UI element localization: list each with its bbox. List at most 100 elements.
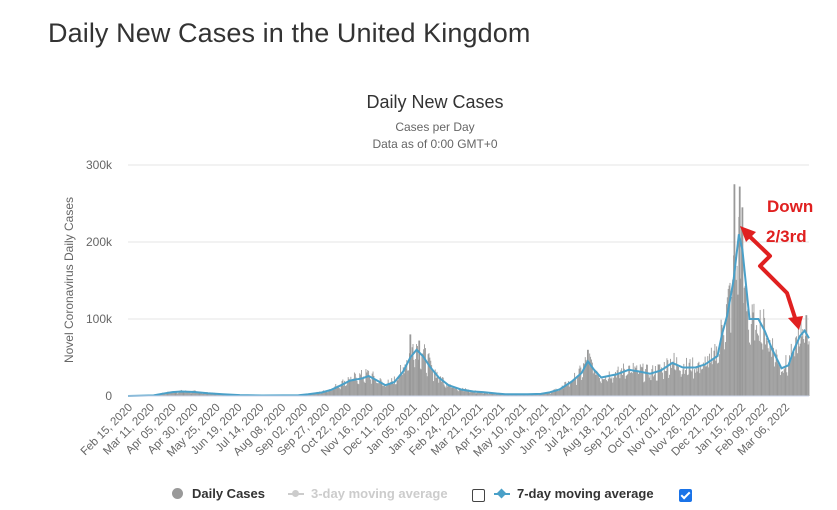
daily-bar — [720, 319, 722, 396]
daily-bar — [702, 362, 704, 396]
daily-bar — [173, 392, 175, 396]
daily-bar — [688, 362, 690, 396]
daily-bar — [334, 386, 336, 396]
daily-bar — [214, 394, 216, 396]
daily-bar — [421, 355, 423, 396]
daily-bar — [789, 355, 790, 396]
legend-daily-cases[interactable]: Daily Cases — [172, 486, 265, 501]
daily-bar — [388, 384, 390, 396]
daily-bar — [609, 377, 611, 396]
daily-bar — [440, 376, 441, 396]
daily-bar — [560, 387, 562, 396]
daily-bar — [640, 366, 642, 396]
daily-bar — [496, 393, 498, 396]
daily-bar — [307, 394, 309, 396]
daily-bar — [702, 368, 703, 396]
daily-bar — [209, 393, 211, 396]
daily-bar — [579, 365, 581, 396]
daily-bar — [172, 391, 174, 396]
daily-bar — [345, 386, 346, 396]
daily-bar — [215, 394, 217, 396]
daily-bar — [329, 389, 331, 396]
daily-bar — [360, 374, 362, 396]
legend-seven-day-average[interactable]: 7-day moving average — [494, 486, 654, 501]
daily-bar — [199, 393, 201, 396]
daily-bar — [646, 364, 648, 396]
daily-bar — [736, 265, 738, 396]
daily-bar — [391, 378, 393, 396]
daily-bar — [605, 377, 607, 396]
daily-bar — [487, 392, 489, 396]
daily-bar — [762, 349, 764, 396]
y-tick-label: 100k — [86, 312, 113, 326]
daily-bar — [377, 383, 378, 396]
daily-bar — [549, 391, 551, 396]
daily-bar — [654, 374, 655, 396]
seven-day-average-checkbox[interactable] — [679, 489, 692, 502]
daily-bar — [437, 376, 439, 396]
daily-bar — [638, 371, 640, 396]
daily-bar — [700, 366, 702, 396]
daily-bar — [163, 393, 165, 396]
daily-bar — [693, 378, 695, 396]
daily-bar — [794, 356, 796, 396]
daily-bar — [190, 393, 192, 396]
daily-bar — [363, 381, 365, 396]
daily-bar — [690, 370, 692, 396]
daily-bar — [459, 390, 461, 396]
daily-bar — [574, 372, 576, 396]
daily-bar — [205, 393, 207, 396]
daily-bar — [652, 365, 654, 396]
three-day-average-checkbox[interactable] — [472, 489, 485, 502]
daily-bar — [573, 380, 575, 396]
daily-bar — [467, 389, 469, 396]
daily-bar — [320, 393, 322, 396]
daily-bar — [582, 377, 584, 396]
daily-bar — [614, 374, 616, 396]
daily-bar — [171, 392, 173, 396]
daily-bar — [200, 392, 202, 396]
daily-bar — [671, 363, 673, 396]
daily-bar — [593, 371, 595, 396]
daily-bar — [556, 390, 558, 396]
legend-seven-day-line-icon — [494, 488, 510, 499]
daily-bar — [778, 364, 780, 396]
daily-bar — [435, 378, 437, 396]
daily-bar — [614, 371, 616, 396]
daily-bar — [380, 379, 382, 396]
daily-bar — [219, 394, 220, 396]
daily-bar — [773, 366, 775, 396]
y-axis-label: Novel Coronavirus Daily Cases — [62, 197, 76, 363]
daily-bar — [381, 381, 383, 396]
daily-bar — [731, 296, 733, 396]
daily-bar — [600, 383, 602, 396]
daily-bar — [753, 303, 755, 396]
daily-bar — [559, 390, 560, 396]
daily-bar — [755, 329, 757, 396]
daily-bar — [423, 349, 425, 396]
daily-bar — [456, 390, 458, 396]
daily-bar — [786, 372, 788, 396]
daily-bar — [682, 369, 684, 396]
daily-bar — [202, 393, 204, 396]
daily-bar-spike — [738, 186, 741, 396]
daily-bar — [701, 369, 703, 396]
daily-bar — [622, 374, 623, 396]
daily-bar — [719, 342, 721, 396]
daily-bar — [555, 388, 557, 396]
daily-bar — [785, 355, 787, 396]
daily-bar — [665, 370, 667, 396]
daily-bar — [583, 363, 585, 396]
daily-bar — [641, 367, 643, 396]
daily-bar — [783, 369, 785, 396]
daily-bar — [803, 339, 805, 396]
daily-bar — [379, 378, 381, 396]
daily-bar — [565, 381, 567, 396]
daily-bar — [397, 380, 399, 396]
legend-three-day-average[interactable]: 3-day moving average — [288, 486, 448, 501]
daily-bar — [464, 391, 465, 396]
daily-bar — [432, 369, 433, 396]
daily-bar — [532, 394, 534, 396]
daily-bar — [385, 386, 386, 396]
daily-bar — [625, 375, 627, 396]
